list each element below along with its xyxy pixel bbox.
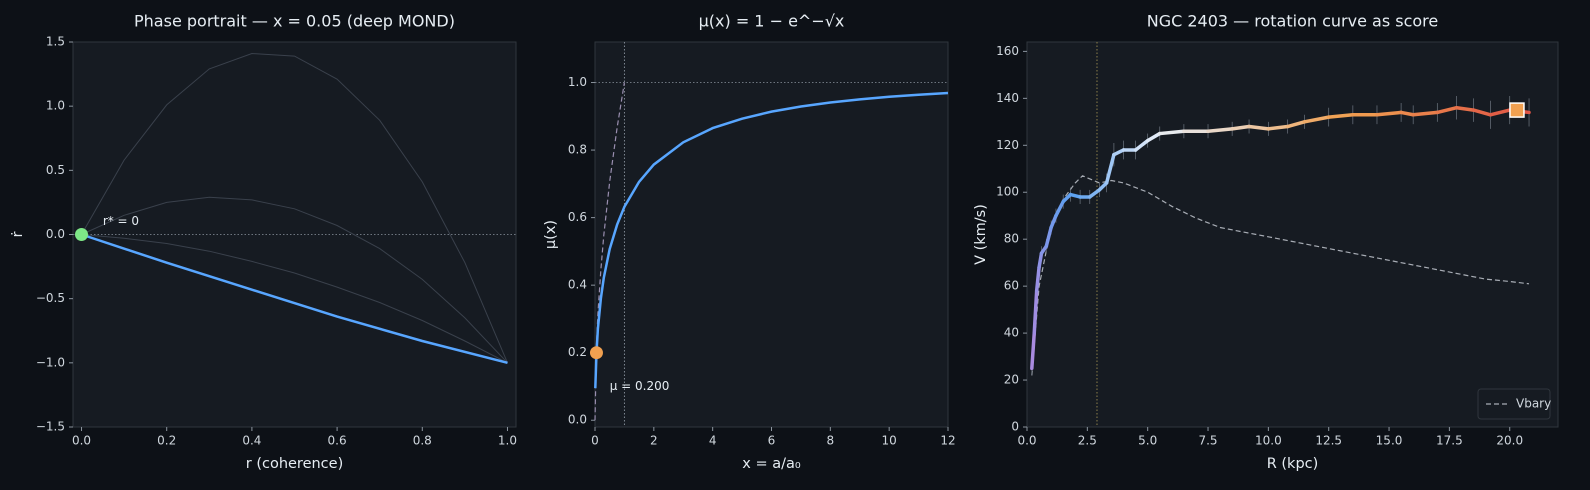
y-tick-label: −1.5 xyxy=(36,420,65,434)
x-tick-label: 0.6 xyxy=(328,434,347,448)
y-tick-label: 0 xyxy=(1011,420,1019,434)
line-segment xyxy=(1037,251,1044,270)
y-tick-label: 0.6 xyxy=(568,210,587,224)
y-tick-label: 160 xyxy=(996,44,1019,58)
y-axis-label: V (km/s) xyxy=(973,204,989,265)
line-segment xyxy=(1133,138,1150,152)
y-tick-label: 1.0 xyxy=(568,75,587,89)
y-tick-label: 100 xyxy=(996,185,1019,199)
x-tick-label: 10 xyxy=(882,434,897,448)
y-tick-label: −0.5 xyxy=(36,291,65,305)
line-segment xyxy=(1206,127,1234,133)
line-segment xyxy=(1054,199,1065,218)
y-axis-label: ṙ xyxy=(10,231,26,237)
line-segment xyxy=(1411,110,1440,117)
y-tick-label: 1.5 xyxy=(46,35,65,49)
line-segment xyxy=(1145,131,1162,143)
axes-face xyxy=(594,41,949,428)
series-line xyxy=(81,52,508,363)
line-segment xyxy=(1158,129,1186,136)
series-line xyxy=(1031,175,1530,376)
series-line xyxy=(81,234,508,364)
annotation: r* = 0 xyxy=(103,214,139,228)
legend-label: Vbary xyxy=(1516,397,1551,411)
series-line xyxy=(81,196,508,364)
annotation: μ = 0.200 xyxy=(610,379,670,393)
x-tick-label: 0 xyxy=(591,434,599,448)
x-tick-label: 7.5 xyxy=(1198,434,1217,448)
y-tick-label: 140 xyxy=(996,91,1019,105)
x-tick-label: 2 xyxy=(650,434,658,448)
marker xyxy=(1509,102,1525,118)
line-segment xyxy=(1032,289,1039,335)
x-tick-label: 0.8 xyxy=(413,434,432,448)
marker xyxy=(75,228,89,241)
line-segment xyxy=(1104,152,1116,185)
line-segment xyxy=(1112,148,1126,157)
x-tick-label: 0.2 xyxy=(157,434,176,448)
y-tick-label: 0.0 xyxy=(568,413,587,427)
line-segment xyxy=(1034,265,1041,293)
x-axis-label: x = a/a₀ xyxy=(742,456,801,472)
y-tick-label: 0.0 xyxy=(46,227,65,241)
chart-title: Phase portrait — x = 0.05 (deep MOND) xyxy=(134,12,455,31)
line-segment xyxy=(1375,110,1403,117)
x-axis-label: R (kpc) xyxy=(1267,456,1319,472)
x-tick-label: 1.0 xyxy=(498,434,517,448)
y-tick-label: 0.5 xyxy=(46,163,65,177)
x-tick-label: 5.0 xyxy=(1138,434,1157,448)
line-segment xyxy=(1247,124,1271,131)
y-tick-label: 120 xyxy=(996,138,1019,152)
x-tick-label: 17.5 xyxy=(1436,434,1463,448)
x-tick-label: 0.4 xyxy=(242,434,261,448)
x-tick-label: 15.0 xyxy=(1376,434,1403,448)
y-tick-label: 40 xyxy=(1004,326,1019,340)
marker xyxy=(589,346,603,360)
line-segment xyxy=(1399,110,1415,117)
axes-face xyxy=(1026,41,1559,428)
line-segment xyxy=(1266,124,1290,131)
line-segment xyxy=(1088,188,1102,199)
x-axis-label: r (coherence) xyxy=(246,456,344,472)
line-segment xyxy=(1044,225,1053,248)
line-segment xyxy=(1454,105,1476,112)
y-tick-label: −1.0 xyxy=(36,355,65,369)
y-tick-label: 0.8 xyxy=(568,143,587,157)
line-segment xyxy=(1471,108,1493,117)
x-tick-label: 20.0 xyxy=(1496,434,1523,448)
x-tick-label: 0.0 xyxy=(1017,434,1036,448)
x-tick-label: 0.0 xyxy=(72,434,91,448)
x-tick-label: 8 xyxy=(827,434,835,448)
line-segment xyxy=(1285,120,1307,129)
x-tick-label: 6 xyxy=(768,434,776,448)
y-tick-label: 80 xyxy=(1004,232,1019,246)
line-segment xyxy=(1435,105,1459,115)
x-tick-label: 2.5 xyxy=(1078,434,1097,448)
line-segment xyxy=(1326,113,1355,119)
y-tick-label: 60 xyxy=(1004,279,1019,293)
y-tick-label: 1.0 xyxy=(46,99,65,113)
x-tick-label: 4 xyxy=(709,434,717,448)
x-tick-label: 12.5 xyxy=(1315,434,1342,448)
x-tick-label: 10.0 xyxy=(1255,434,1282,448)
chart-title: μ(x) = 1 − e^−√x xyxy=(699,12,845,31)
y-tick-label: 0.4 xyxy=(568,278,587,292)
line-segment xyxy=(1049,213,1058,230)
y-tick-label: 20 xyxy=(1004,373,1019,387)
series-line xyxy=(81,233,508,365)
line-segment xyxy=(1030,331,1036,371)
y-axis-label: μ(x) xyxy=(543,220,559,249)
line-segment xyxy=(1302,115,1331,124)
line-segment xyxy=(1230,124,1251,131)
line-segment xyxy=(1488,108,1512,117)
chart-title: NGC 2403 — rotation curve as score xyxy=(1147,12,1438,31)
x-tick-label: 12 xyxy=(940,434,955,448)
y-tick-label: 0.2 xyxy=(568,345,587,359)
legend-box xyxy=(1477,388,1551,420)
series-line xyxy=(594,91,949,389)
